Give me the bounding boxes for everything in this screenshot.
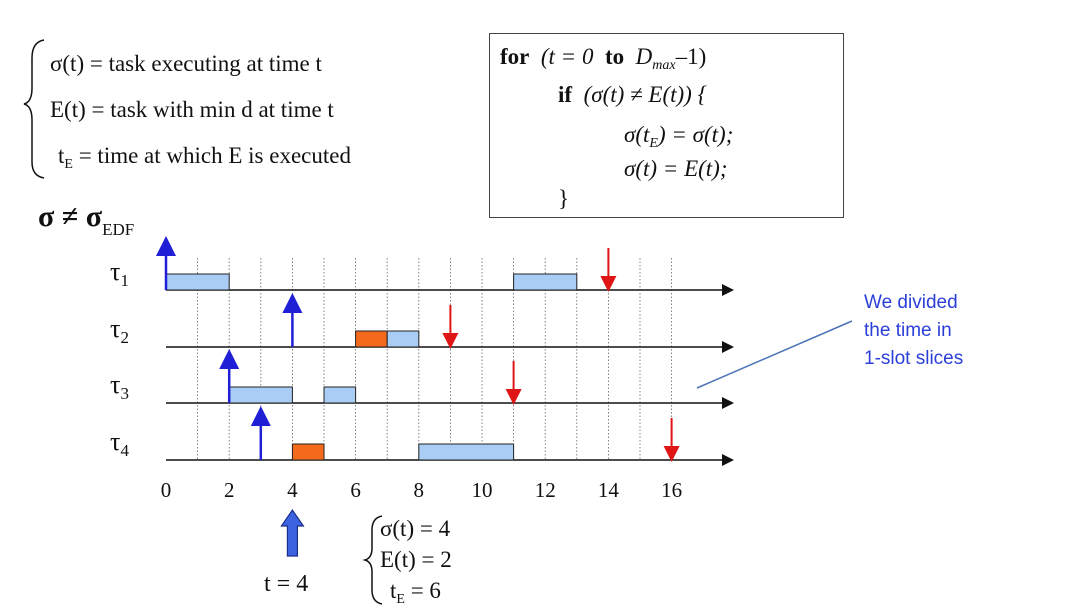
code-line-for: for (t = 0 to Dmax–1) <box>500 44 707 73</box>
code-line-if: if (σ(t) ≠ E(t)) { <box>558 82 707 107</box>
execution-segment <box>355 330 388 348</box>
execution-segment <box>165 273 230 291</box>
execution-segment <box>291 443 325 461</box>
def-te: tE = time at which E is executed <box>58 143 351 172</box>
time-marker-label: t = 4 <box>264 571 309 597</box>
execution-segment <box>386 330 420 348</box>
state-e: E(t) = 2 <box>380 547 452 572</box>
axis-tick-label: 6 <box>350 478 361 502</box>
execution-segment <box>323 386 357 404</box>
schedule-title: σ ≠ σEDF <box>38 200 135 239</box>
code-line-close: } <box>558 186 570 211</box>
execution-segment <box>228 386 293 404</box>
code-line-assign-te: σ(tE) = σ(t); <box>624 122 734 151</box>
task-label: τ2 <box>110 314 129 347</box>
axis-tick-label: 12 <box>535 478 556 502</box>
axis-tick-label: 10 <box>472 478 493 502</box>
definitions-brace <box>23 39 45 179</box>
def-e: E(t) = task with min d at time t <box>50 97 334 122</box>
state-te: tE = 6 <box>390 578 441 607</box>
slice-note: We divided the time in 1-slot slices <box>864 292 964 369</box>
axis-tick-label: 8 <box>414 478 425 502</box>
axis-tick-label: 0 <box>161 478 172 502</box>
def-sigma: σ(t) = task executing at time t <box>50 51 322 76</box>
algorithm-box: for (t = 0 to Dmax–1) if (σ(t) ≠ E(t)) {… <box>489 33 844 218</box>
execution-segment <box>513 273 578 291</box>
note-pointer-line <box>696 320 853 389</box>
axis-tick-label: 4 <box>287 478 298 502</box>
execution-segment <box>418 443 515 461</box>
task-label: τ4 <box>110 427 129 460</box>
task-label: τ1 <box>110 257 129 290</box>
axis-tick-label: 16 <box>661 478 682 502</box>
task-label: τ3 <box>110 370 129 403</box>
axis-tick-label: 2 <box>224 478 235 502</box>
state-sigma: σ(t) = 4 <box>380 516 451 541</box>
time-marker-arrow <box>280 508 305 557</box>
axis-tick-label: 14 <box>598 478 620 502</box>
code-line-assign-sigma: σ(t) = E(t); <box>624 156 728 181</box>
